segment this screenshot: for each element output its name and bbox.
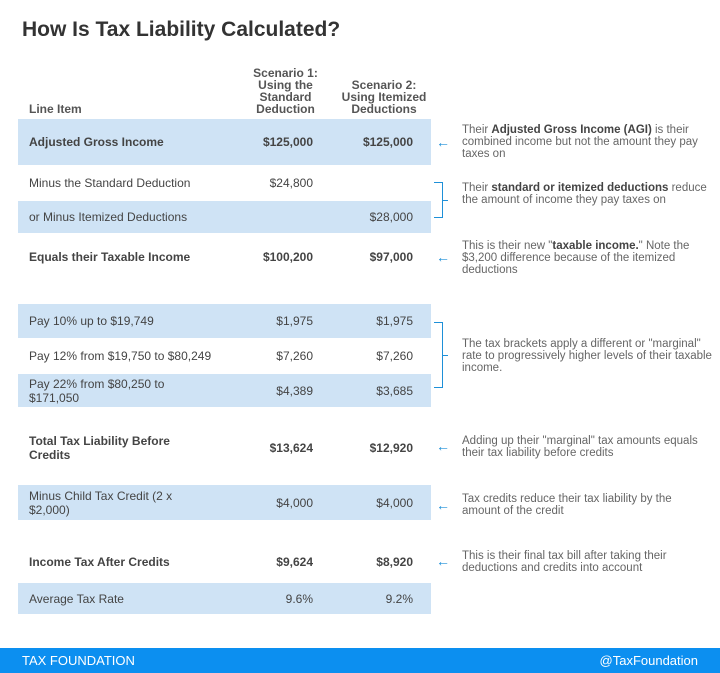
- scenario-2-value: $3,685: [376, 383, 413, 398]
- note-taxable: This is their new "taxable income." Note…: [462, 240, 690, 276]
- row-label: Equals their Taxable Income: [29, 250, 191, 264]
- bracket-icon: [434, 182, 448, 218]
- arrow-left-icon: ←: [436, 438, 450, 454]
- header-text: Using the: [258, 78, 313, 92]
- table-row: Equals their Taxable Income $100,200 $97,0…: [18, 236, 431, 278]
- arrow-left-icon: ←: [436, 497, 450, 513]
- row-label: Total Tax Liability Before Credits: [29, 434, 170, 462]
- header-text: Scenario 1:: [253, 66, 318, 80]
- note-agi: Their Adjusted Gross Income (AGI) is the…: [462, 124, 698, 160]
- arrow-left-icon: ←: [436, 249, 450, 265]
- table-row: Pay 22% from $80,250 to $171,050 $4,389 $3…: [18, 374, 431, 407]
- scenario-1-value: $7,260: [276, 349, 313, 363]
- scenario-1-value: $4,389: [276, 383, 313, 398]
- scenario-2-value: $97,000: [369, 250, 413, 264]
- header-text: Standard: [259, 90, 312, 104]
- table-row: Average Tax Rate 9.6% 9.2%: [18, 583, 431, 614]
- note-total: Adding up their "marginal" tax amounts e…: [462, 435, 698, 459]
- row-label: Income Tax After Credits: [29, 554, 170, 569]
- table-row: Income Tax After Credits $9,624 $8,920: [18, 543, 431, 580]
- row-label: Adjusted Gross Income: [29, 135, 164, 149]
- header-text: Scenario 2:: [351, 78, 417, 92]
- row-label: Minus Child Tax Credit (2 x $2,000): [29, 488, 173, 517]
- header-text: Deduction: [256, 102, 315, 116]
- note-deductions: Their standard or itemized deductions re…: [462, 182, 707, 206]
- bracket-icon: [434, 322, 448, 388]
- scenario-1-value: $1,975: [276, 314, 313, 328]
- scenario-2-value: $1,975: [376, 314, 413, 328]
- scenario-1-value: $9,624: [276, 554, 313, 569]
- table-row: Minus the Standard Deduction $24,800: [18, 167, 431, 199]
- table-row: Minus Child Tax Credit (2 x $2,000) $4,00…: [18, 485, 431, 520]
- table-row: Pay 12% from $19,750 to $80,249 $7,260 $7,…: [18, 340, 431, 372]
- header-line-item: Line Item: [29, 102, 82, 116]
- row-label: or Minus Itemized Deductions: [29, 210, 188, 224]
- scenario-1-value: $100,200: [262, 250, 313, 264]
- header-text: Deductions: [351, 102, 417, 116]
- scenario-2-value: $7,260: [376, 349, 413, 363]
- scenario-1-value: $13,624: [269, 441, 313, 455]
- footer: TAX FOUNDATION @TaxFoundation: [0, 648, 720, 673]
- table-row: or Minus Itemized Deductions $28,000: [18, 201, 431, 233]
- row-label: Pay 10% up to $19,749: [29, 314, 154, 328]
- scenario-1-value: $4,000: [276, 495, 313, 510]
- header-scenario-1: Scenario 1: Using the Standard Deduction: [248, 67, 323, 115]
- table-row: Pay 10% up to $19,749 $1,975 $1,975: [18, 304, 431, 338]
- scenario-2-value: $4,000: [376, 495, 413, 510]
- note-final: This is their final tax bill after takin…: [462, 550, 667, 574]
- scenario-1-value: $125,000: [262, 135, 313, 149]
- table-row: Adjusted Gross Income $125,000 $125,000: [18, 119, 431, 165]
- header-text: Using Itemized: [341, 90, 427, 104]
- page-title: How Is Tax Liability Calculated?: [22, 18, 341, 41]
- scenario-1-value: 9.6%: [285, 591, 313, 606]
- row-label: Minus the Standard Deduction: [29, 176, 191, 190]
- row-label: Pay 12% from $19,750 to $80,249: [29, 349, 212, 363]
- row-label: Average Tax Rate: [29, 591, 124, 606]
- footer-brand: TAX FOUNDATION: [22, 653, 135, 668]
- scenario-2-value: $125,000: [362, 135, 413, 149]
- row-label: Pay 22% from $80,250 to $171,050: [29, 376, 165, 405]
- arrow-left-icon: ←: [436, 553, 450, 569]
- footer-handle[interactable]: @TaxFoundation: [599, 653, 698, 668]
- scenario-2-value: $8,920: [376, 554, 413, 569]
- arrow-left-icon: ←: [436, 134, 450, 150]
- header-scenario-2: Scenario 2: Using Itemized Deductions: [336, 79, 432, 115]
- note-credits: Tax credits reduce their tax liability b…: [462, 493, 672, 517]
- scenario-1-value: $24,800: [269, 176, 313, 190]
- scenario-2-value: $12,920: [369, 441, 413, 455]
- scenario-2-value: $28,000: [369, 210, 413, 224]
- note-brackets: The tax brackets apply a different or "m…: [462, 338, 712, 374]
- scenario-2-value: 9.2%: [385, 591, 413, 606]
- table-row: Total Tax Liability Before Credits $13,62…: [18, 428, 431, 468]
